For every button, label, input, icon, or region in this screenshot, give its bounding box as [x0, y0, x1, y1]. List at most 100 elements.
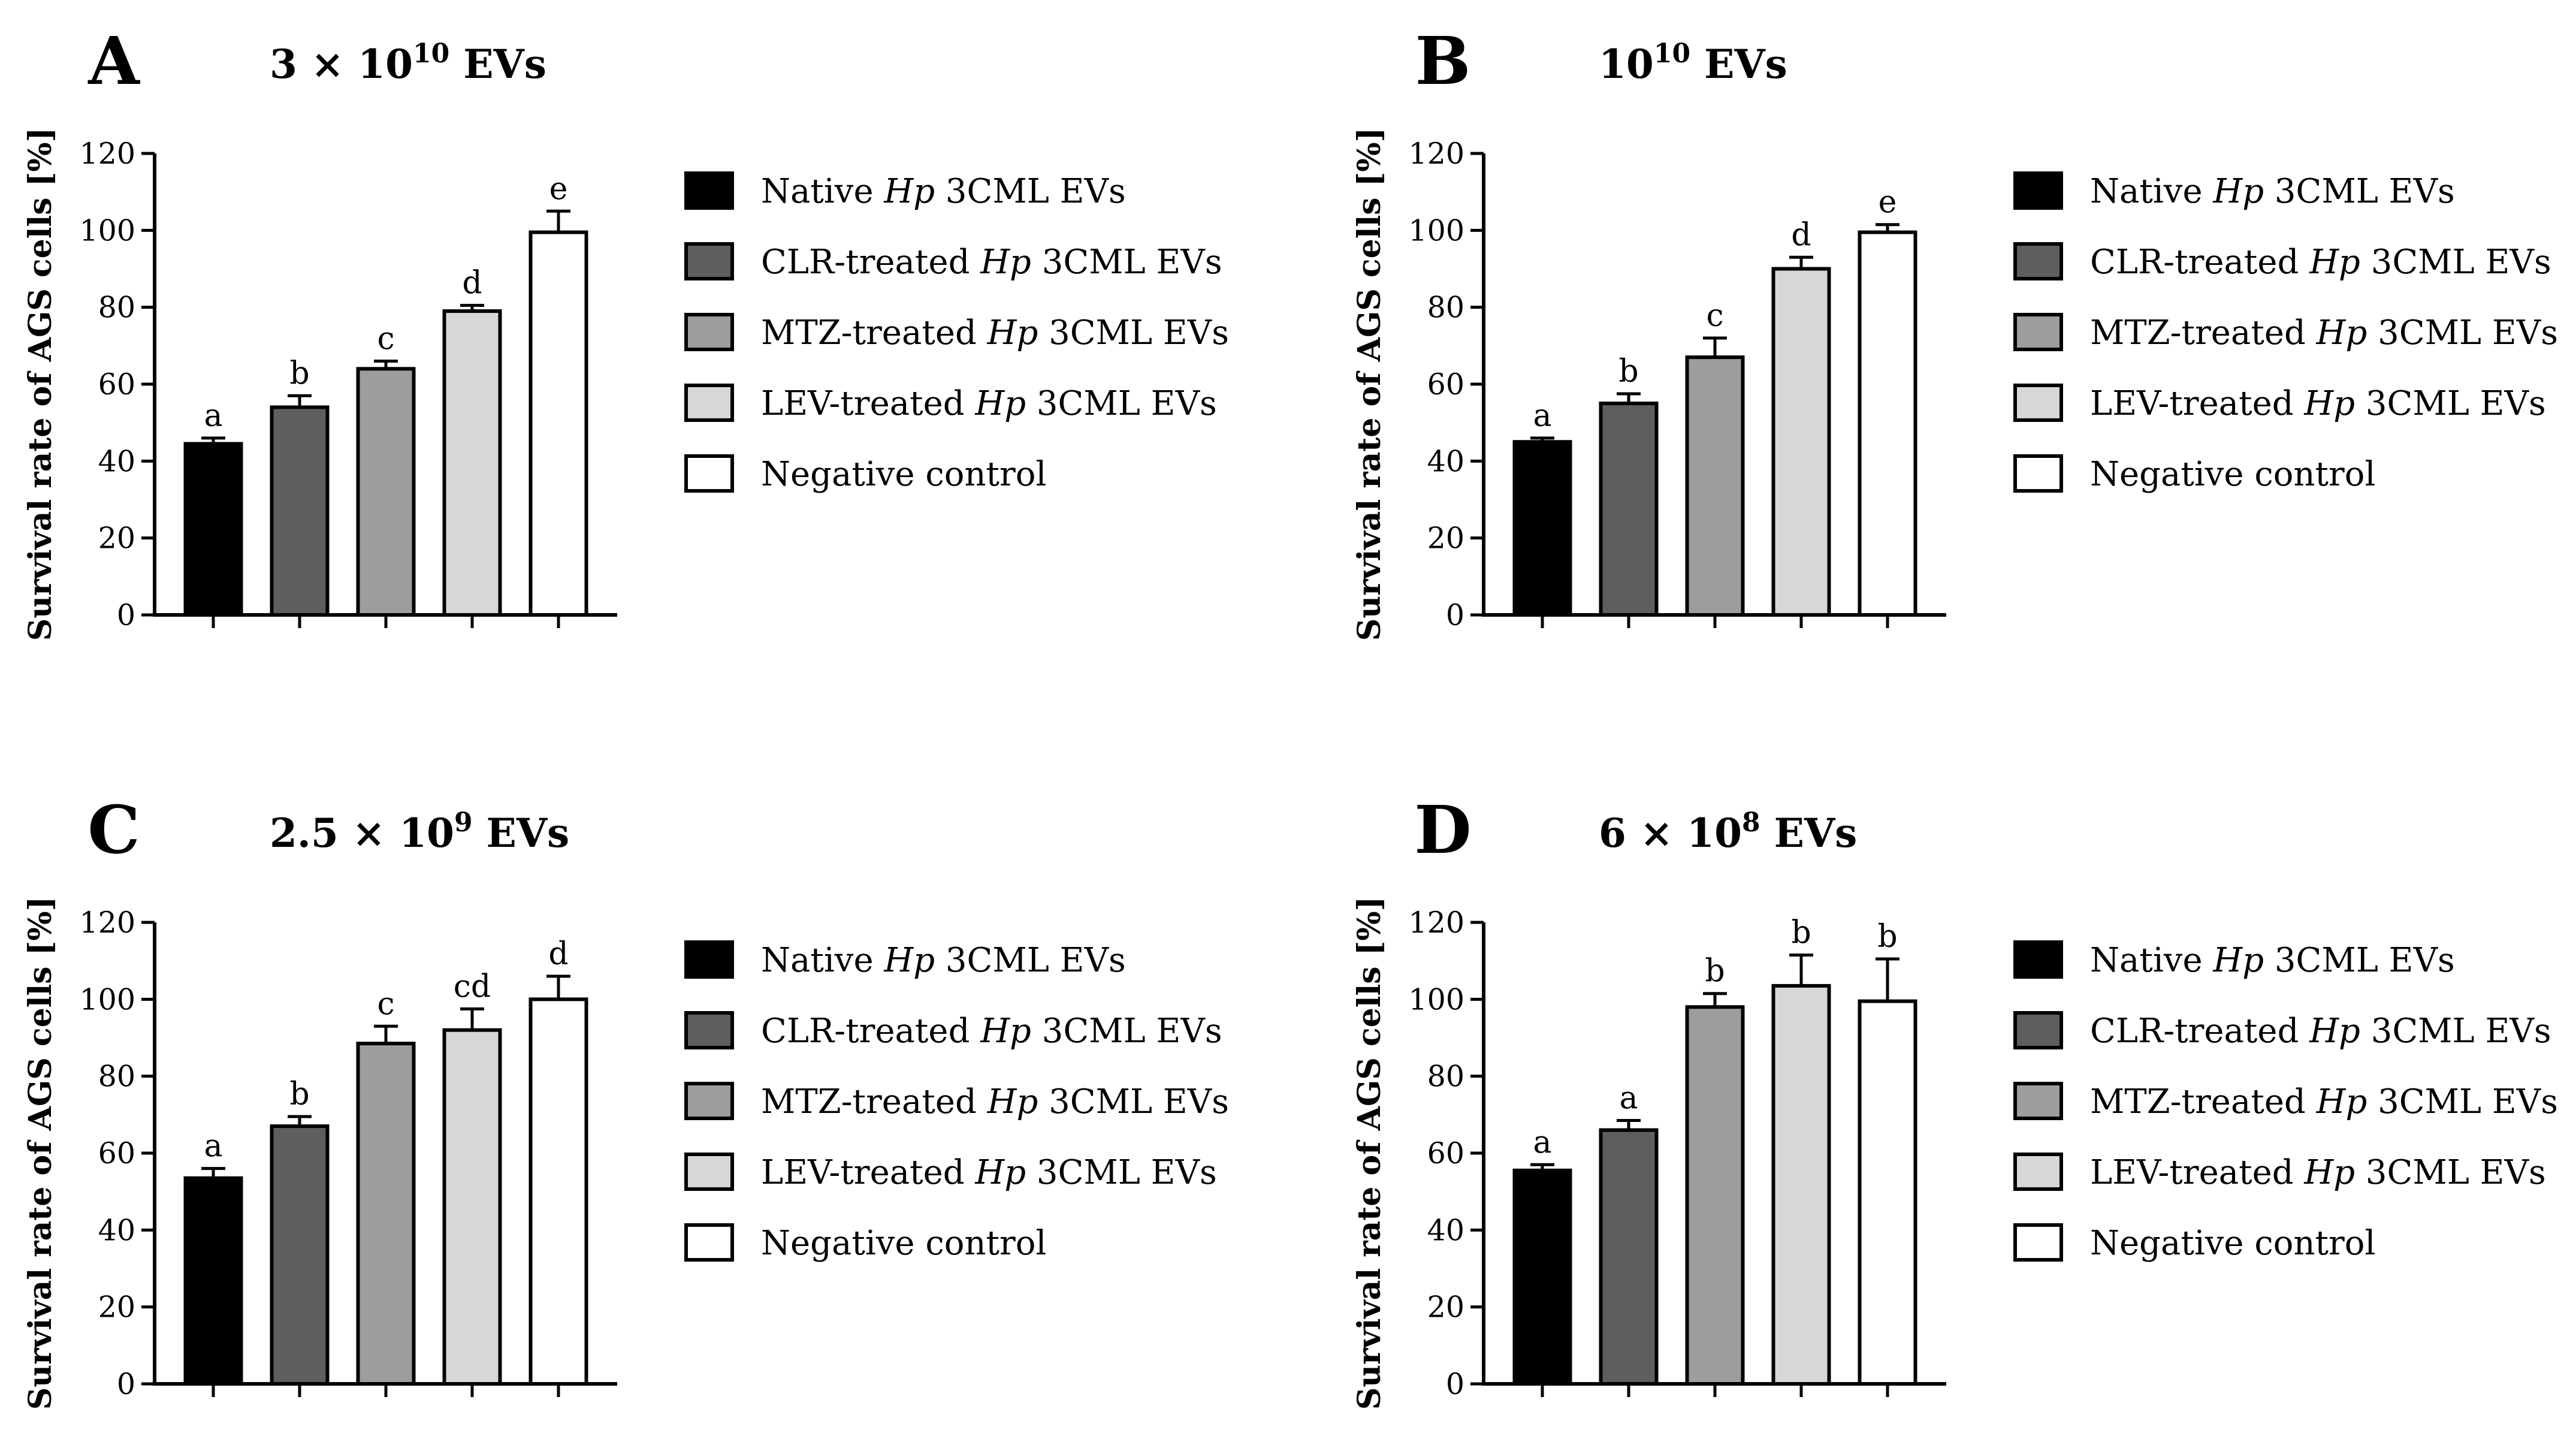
significance-label: b: [1791, 915, 1811, 951]
legend-italic: Hp: [2303, 384, 2355, 423]
panel-B-title: 1010 EVs: [1599, 38, 1787, 88]
y-tick-label: 120: [1408, 137, 1464, 171]
panel-B-letter: B: [1415, 22, 1471, 99]
legend-swatch: [2013, 1223, 2063, 1262]
bar-2: [1599, 402, 1659, 617]
legend-suffix: 3CML EVs: [2264, 941, 2455, 980]
significance-label: b: [1877, 919, 1897, 955]
legend-suffix: 3CML EVs: [2367, 1082, 2558, 1121]
panel-B: B 1010 EVs Survival rate of AGS cells [%] 0…: [1351, 22, 2558, 641]
title-base: 6 × 10: [1599, 810, 1742, 856]
bar-1: [183, 442, 243, 617]
y-tick-label: 20: [1427, 521, 1464, 556]
legend-italic: Hp: [2309, 1012, 2360, 1051]
significance-label: cd: [454, 969, 491, 1004]
legend-italic: Hp: [980, 1012, 1031, 1051]
legend-prefix: LEV-treated: [2090, 1153, 2304, 1192]
legend-suffix: 3CML EVs: [2360, 1012, 2551, 1051]
y-tick-label: 100: [79, 982, 135, 1016]
title-suffix: EVs: [1690, 41, 1787, 88]
title-exponent: 10: [1654, 38, 1690, 69]
y-tick-label: 80: [1427, 291, 1464, 325]
legend-suffix: 3CML EVs: [935, 172, 1126, 211]
legend-italic: Hp: [980, 243, 1031, 282]
legend-label: Native Hp 3CML EVs: [761, 172, 1126, 211]
y-tick-label: 80: [1427, 1060, 1464, 1094]
y-tick-label: 40: [98, 444, 135, 478]
legend-swatch: [2013, 171, 2063, 210]
significance-label: b: [289, 1076, 309, 1112]
legend-italic: Hp: [2212, 172, 2264, 211]
legend-prefix: MTZ-treated: [2090, 1082, 2317, 1121]
significance-label: b: [1618, 354, 1638, 390]
legend-prefix: Negative control: [2090, 455, 2375, 494]
legend-swatch: [684, 313, 734, 351]
legend-italic: Hp: [2303, 1153, 2355, 1192]
y-axis-label: Survival rate of AGS cells [%]: [22, 897, 59, 1410]
title-suffix: EVs: [449, 41, 546, 88]
legend-label: Native Hp 3CML EVs: [761, 941, 1126, 980]
legend-label: LEV-treated Hp 3CML EVs: [2090, 384, 2546, 423]
legend-swatch: [684, 454, 734, 493]
legend-swatch: [2013, 454, 2063, 493]
legend-suffix: 3CML EVs: [1026, 384, 1217, 423]
legend-italic: Hp: [883, 941, 935, 980]
legend-swatch: [684, 1082, 734, 1120]
title-base: 3 × 10: [270, 41, 413, 88]
significance-label: a: [204, 398, 222, 434]
panel-D: D 6 × 108 EVs Survival rate of AGS cells […: [1351, 791, 2558, 1410]
bar-5: [529, 230, 588, 617]
y-tick-label: 60: [98, 367, 135, 402]
legend-prefix: Native: [2090, 941, 2213, 980]
significance-label: a: [204, 1129, 222, 1165]
bar-5: [529, 997, 588, 1386]
bar-5: [1858, 999, 1917, 1386]
legend-prefix: MTZ-treated: [761, 1082, 987, 1121]
legend-suffix: 3CML EVs: [2355, 384, 2546, 423]
legend-prefix: Native: [761, 941, 884, 980]
y-tick-label: 100: [79, 213, 135, 248]
legend-swatch: [2013, 1153, 2063, 1191]
y-tick-label: 20: [98, 1290, 135, 1325]
legend-label: CLR-treated Hp 3CML EVs: [2090, 1012, 2551, 1051]
bar-4: [442, 1028, 502, 1386]
y-tick-label: 120: [1408, 906, 1464, 940]
significance-label: b: [289, 355, 309, 391]
panel-C-letter: C: [87, 791, 140, 868]
y-tick-label: 100: [1408, 213, 1464, 248]
significance-label: a: [1619, 1080, 1638, 1116]
legend-suffix: 3CML EVs: [2367, 313, 2558, 352]
legend-italic: Hp: [987, 1082, 1038, 1121]
legend-label: LEV-treated Hp 3CML EVs: [761, 1153, 1217, 1192]
legend-label: Negative control: [761, 455, 1046, 494]
legend-swatch: [684, 242, 734, 280]
bar-3: [1685, 1005, 1745, 1386]
legend-prefix: Negative control: [761, 1224, 1046, 1263]
legend-prefix: CLR-treated: [2090, 243, 2309, 282]
bar-1: [183, 1176, 243, 1386]
title-exponent: 10: [413, 38, 449, 69]
legend-prefix: CLR-treated: [2090, 1012, 2309, 1051]
legend-swatch: [2013, 313, 2063, 351]
legend-label: LEV-treated Hp 3CML EVs: [761, 384, 1217, 423]
legend-prefix: LEV-treated: [761, 384, 975, 423]
legend-italic: Hp: [987, 313, 1038, 352]
legend-swatch: [684, 384, 734, 422]
legend-suffix: 3CML EVs: [1031, 243, 1222, 282]
legend-prefix: Negative control: [761, 455, 1046, 494]
panel-A-title: 3 × 1010 EVs: [270, 38, 546, 88]
y-tick-label: 40: [1427, 1213, 1464, 1247]
legend-italic: Hp: [974, 384, 1026, 423]
legend-prefix: Native: [761, 172, 884, 211]
significance-label: e: [549, 171, 568, 207]
legend-suffix: 3CML EVs: [1031, 1012, 1222, 1051]
legend-label: MTZ-treated Hp 3CML EVs: [761, 1082, 1229, 1121]
legend-suffix: 3CML EVs: [1038, 1082, 1229, 1121]
legend-prefix: LEV-treated: [761, 1153, 975, 1192]
legend-prefix: MTZ-treated: [761, 313, 987, 352]
significance-label: a: [1533, 1124, 1551, 1160]
significance-label: d: [462, 265, 482, 301]
legend-label: LEV-treated Hp 3CML EVs: [2090, 1153, 2546, 1192]
legend-italic: Hp: [974, 1153, 1026, 1192]
